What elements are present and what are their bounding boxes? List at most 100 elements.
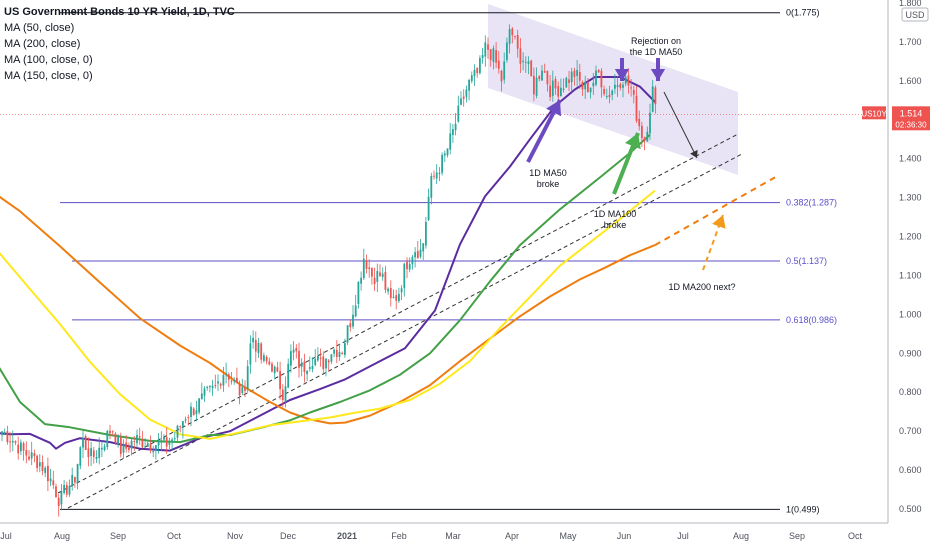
candle-body [225,373,227,375]
candle-body [438,173,441,175]
candle-body [379,272,381,277]
candle-body [47,465,49,482]
candle-body [460,98,462,105]
candle-body [138,436,141,438]
rejection-arrow-left-head [614,69,630,81]
candle-body [373,277,376,285]
candle-body [98,447,101,458]
candle-body [641,125,643,139]
candle-body [600,70,603,88]
trendline-lower [67,153,743,509]
candle-body [587,81,589,92]
candle-body [560,87,562,97]
currency-box [901,7,929,22]
candle-body [489,49,492,61]
candle-body [608,94,611,98]
candle-body [533,75,535,95]
candle-body [298,350,300,368]
x-tick-label: Sep [110,531,126,541]
fib-label: 0(1.775) [786,8,820,18]
x-tick-label: Jul [0,531,12,541]
candle-body [649,112,651,134]
candle-body [111,431,114,433]
candle-body [101,447,103,450]
candle-body [254,340,257,352]
candle-body [398,293,400,302]
candle-body [422,243,425,252]
candle-body [133,441,136,443]
annotation-ma100-broke-line: broke [604,220,627,230]
x-tick-label: May [559,531,577,541]
candle-body [157,440,160,446]
candle-body [538,76,541,79]
y-axis-panel [888,0,932,550]
candle-body [136,434,138,444]
candle-body [595,70,597,85]
candle-body [403,263,406,289]
candle-body [227,374,230,380]
candle-body [187,417,190,419]
candle-body [246,366,249,390]
candle-body [238,383,241,396]
y-tick-label: 1.200 [899,232,922,242]
candle-body [257,342,260,354]
candle-body [25,449,28,456]
candle-body [325,358,327,369]
candle-body [452,129,454,135]
candle-body [603,88,605,94]
annotation-ma50-broke-line: 1D MA50 [529,168,567,178]
candle-body [95,456,98,459]
candle-body [433,175,435,177]
x-tick-label: Sep [789,531,805,541]
x-tick-label: Feb [391,531,407,541]
candle-body [327,360,330,363]
y-tick-label: 0.900 [899,348,922,358]
candle-body [581,81,584,90]
candle-body [276,367,279,372]
candle-body [44,467,47,473]
drop-arrow [663,91,698,159]
candle-body [87,448,90,458]
candle-body [384,271,387,290]
candle-body [414,252,416,258]
candle-body [503,61,506,80]
candle-body [82,437,84,448]
candle-body [190,406,192,418]
candle-body [209,385,211,388]
candle-body [179,426,182,428]
candle-body [443,153,446,156]
candle-body [198,398,200,413]
candle-body [500,70,503,82]
candle-body [57,497,60,506]
candle-body [155,445,157,451]
candle-body [335,349,338,358]
candle-body [632,89,635,95]
candle-body [106,430,109,448]
candle-body [419,249,422,257]
candle-body [319,357,322,359]
annotation-ma50-broke-line: broke [537,179,560,189]
candle-body [211,385,214,389]
candle-body [6,431,9,443]
candle-body [589,87,592,93]
candle-body [33,453,36,457]
candle-body [3,432,6,434]
candle-body [406,261,408,270]
candle-body [141,438,144,448]
candle-body [611,90,614,95]
fib-label: 0.618(0.986) [786,315,837,325]
candle-body [554,78,557,89]
candle-body [360,277,362,284]
candle-body [182,421,184,428]
candle-body [430,175,433,198]
candle-body [651,86,654,112]
y-tick-label: 0.700 [899,426,922,436]
candle-body [638,118,641,127]
candle-body [9,441,11,443]
ma50-broke-arrow-head [546,100,562,117]
y-tick-label: 0.500 [899,504,922,514]
candle-body [260,343,263,360]
candle-body [306,371,308,375]
